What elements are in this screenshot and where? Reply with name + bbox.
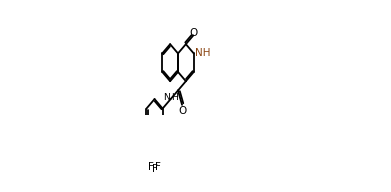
Text: H: H (171, 93, 178, 102)
Text: F: F (155, 162, 161, 172)
Text: F: F (152, 164, 158, 174)
Text: O: O (178, 106, 187, 116)
Text: O: O (189, 28, 197, 38)
Text: N: N (163, 93, 170, 102)
Text: NH: NH (195, 48, 210, 58)
Text: F: F (148, 162, 154, 172)
